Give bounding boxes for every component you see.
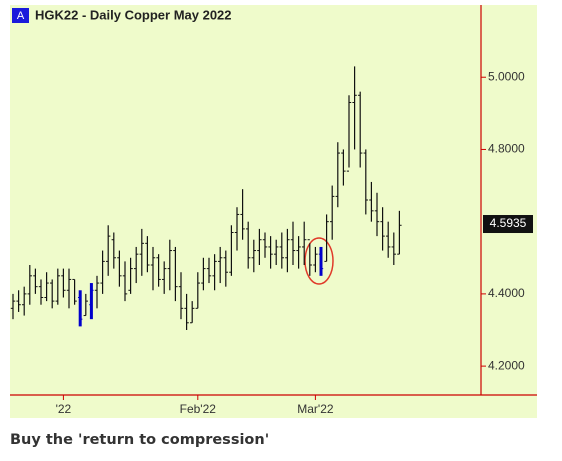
chart-title: HGK22 - Daily Copper May 2022 <box>35 7 232 22</box>
y-tick-label: 4.8000 <box>488 142 525 156</box>
last-price-label: 4.5935 <box>490 216 527 230</box>
y-tick-label: 5.0000 <box>488 69 525 83</box>
y-tick-label: 4.2000 <box>488 358 525 372</box>
y-tick-label: 4.4000 <box>488 286 525 300</box>
x-tick-label: Mar'22 <box>297 402 334 416</box>
highlight-circle <box>304 237 334 285</box>
x-tick-label: Feb'22 <box>180 402 217 416</box>
chart-background <box>10 5 537 418</box>
x-tick-label: '22 <box>56 402 72 416</box>
badge-box <box>12 8 29 23</box>
caption: Buy the 'return to compression' <box>10 432 269 448</box>
last-price-box <box>483 215 533 234</box>
badge: A <box>17 10 25 22</box>
